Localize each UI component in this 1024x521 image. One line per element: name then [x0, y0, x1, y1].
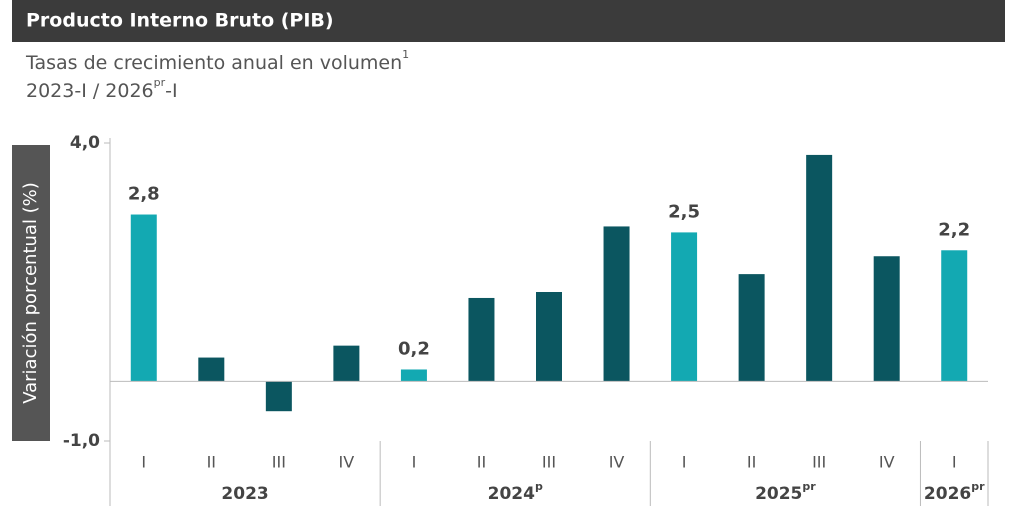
- subtitle-text: Tasas de crecimiento anual en volumen: [25, 52, 402, 74]
- x-tick-label: I: [141, 453, 146, 472]
- group-superscript: p: [535, 480, 543, 493]
- bar: [130, 214, 157, 382]
- chart-title: Producto Interno Bruto (PIB): [26, 10, 334, 32]
- bar: [806, 154, 833, 382]
- group-year: 2023: [221, 484, 268, 504]
- bar: [468, 297, 495, 382]
- x-tick-label: II: [747, 453, 756, 472]
- bar: [941, 250, 968, 382]
- x-tick-label: I: [682, 453, 687, 472]
- group-label: 2025pr: [755, 480, 816, 504]
- x-tick-label: IV: [609, 453, 625, 472]
- bar: [738, 274, 765, 382]
- y-label-box: [12, 145, 50, 441]
- group-label: 2024p: [488, 480, 543, 504]
- x-tick-label: III: [272, 453, 286, 472]
- x-tick-label: I: [952, 453, 957, 472]
- bar: [671, 232, 698, 382]
- title-bar: [12, 0, 1005, 42]
- x-tick-label: III: [812, 453, 826, 472]
- value-label: 0,2: [398, 338, 430, 359]
- group-label: 2023: [221, 484, 268, 504]
- group-year: 2025: [755, 484, 802, 504]
- x-tick-label: IV: [339, 453, 355, 472]
- x-tick-label: IV: [879, 453, 895, 472]
- group-year: 2024: [488, 484, 535, 504]
- group-label: 2026pr: [924, 480, 985, 504]
- value-label: 2,5: [668, 201, 700, 222]
- bar: [198, 357, 225, 382]
- y-axis-label: Variación porcentual (%): [20, 182, 41, 404]
- x-tick-label: III: [542, 453, 556, 472]
- period-superscript: pr: [154, 76, 166, 89]
- value-label: 2,2: [938, 219, 970, 240]
- subtitle-superscript: 1: [402, 48, 409, 61]
- bar: [873, 256, 900, 382]
- chart-period: 2023-I / 2026pr-I: [26, 76, 178, 102]
- value-label: 2,8: [128, 184, 160, 205]
- x-tick-label: II: [207, 453, 216, 472]
- x-tick-label: II: [477, 453, 486, 472]
- group-superscript: pr: [971, 480, 985, 493]
- y-tick-label: -1,0: [63, 431, 100, 451]
- bar: [603, 226, 630, 382]
- x-tick-label: I: [412, 453, 417, 472]
- bar: [400, 369, 427, 382]
- bar: [265, 381, 292, 412]
- y-tick-label: 4,0: [70, 133, 100, 153]
- period-end: -I: [165, 80, 177, 102]
- group-year: 2026: [924, 484, 971, 504]
- bar: [536, 292, 562, 382]
- group-superscript: pr: [802, 480, 816, 493]
- chart-subtitle: Tasas de crecimiento anual en volumen1: [25, 48, 409, 74]
- bar: [333, 345, 360, 382]
- period-start: 2023-I / 2026: [26, 80, 154, 102]
